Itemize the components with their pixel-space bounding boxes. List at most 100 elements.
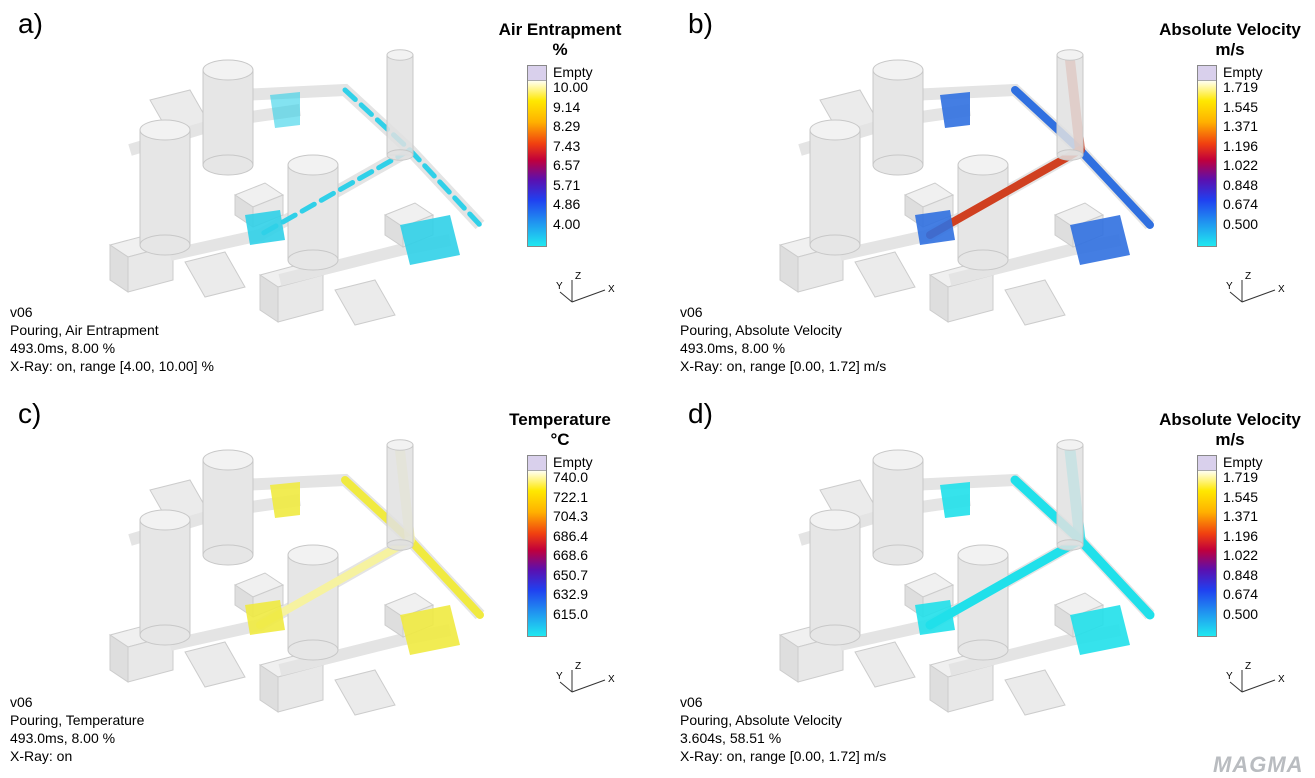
axis-label: Z bbox=[575, 271, 581, 282]
legend-entry: 632.9 bbox=[553, 587, 588, 601]
info-line: v06 bbox=[680, 303, 703, 321]
legend-entry: 1.022 bbox=[1223, 158, 1258, 172]
colorbar bbox=[1197, 455, 1217, 637]
legend-entry: 1.719 bbox=[1223, 80, 1258, 94]
colorbar-empty bbox=[528, 66, 546, 81]
axis-triad bbox=[560, 670, 605, 692]
cylinder bbox=[873, 60, 923, 175]
colorbar bbox=[1197, 65, 1217, 247]
info-line: 493.0ms, 8.00 % bbox=[10, 339, 115, 357]
colorbar bbox=[527, 65, 547, 247]
legend-entry: 0.674 bbox=[1223, 197, 1258, 211]
colorbar-gradient bbox=[528, 471, 546, 636]
axis-label: Y bbox=[556, 281, 563, 292]
cylinder bbox=[810, 120, 860, 255]
legend-entry: 0.848 bbox=[1223, 178, 1258, 192]
info-line: 3.604s, 58.51 % bbox=[680, 729, 781, 747]
legend-entry: 4.86 bbox=[553, 197, 580, 211]
legend-entry: 722.1 bbox=[553, 490, 588, 504]
legend-entry: 0.848 bbox=[1223, 568, 1258, 582]
figure: MAGMA a)Air Entrapment%Empty10.009.148.2… bbox=[0, 0, 1315, 777]
axis-label: Z bbox=[1245, 661, 1251, 672]
info-line: X-Ray: on, range [0.00, 1.72] m/s bbox=[680, 747, 886, 765]
axis-label: Z bbox=[1245, 271, 1251, 282]
ingate bbox=[335, 280, 395, 325]
cylinder bbox=[1057, 440, 1083, 550]
panel-label: b) bbox=[688, 8, 713, 40]
ingate bbox=[185, 642, 245, 687]
axis-triad bbox=[560, 280, 605, 302]
panel-label: a) bbox=[18, 8, 43, 40]
ingate bbox=[855, 252, 915, 297]
cylinder bbox=[1057, 50, 1083, 160]
legend-title: Absolute Velocity bbox=[1140, 410, 1315, 430]
info-line: Pouring, Air Entrapment bbox=[10, 321, 159, 339]
axis-label: X bbox=[608, 674, 615, 685]
legend-entry: 1.196 bbox=[1223, 529, 1258, 543]
axis-label: Y bbox=[556, 671, 563, 682]
cylinder bbox=[140, 120, 190, 255]
info-line: Pouring, Temperature bbox=[10, 711, 144, 729]
cylinder bbox=[140, 510, 190, 645]
legend-entry: 1.022 bbox=[1223, 548, 1258, 562]
legend-entry: 5.71 bbox=[553, 178, 580, 192]
legend-entry: 1.545 bbox=[1223, 100, 1258, 114]
legend-entry: 686.4 bbox=[553, 529, 588, 543]
ingate bbox=[855, 642, 915, 687]
info-line: v06 bbox=[680, 693, 703, 711]
legend-entry: 1.196 bbox=[1223, 139, 1258, 153]
legend-title: Absolute Velocity bbox=[1140, 20, 1315, 40]
info-line: 493.0ms, 8.00 % bbox=[10, 729, 115, 747]
info-line: v06 bbox=[10, 693, 33, 711]
legend-entry: 9.14 bbox=[553, 100, 580, 114]
ingate bbox=[335, 670, 395, 715]
axis-label: X bbox=[1278, 284, 1285, 295]
colorbar-gradient bbox=[528, 81, 546, 246]
legend-entry: 0.500 bbox=[1223, 217, 1258, 231]
cylinder bbox=[387, 440, 413, 550]
info-line: Pouring, Absolute Velocity bbox=[680, 321, 842, 339]
legend-entry: Empty bbox=[1223, 455, 1263, 469]
legend-entry: 740.0 bbox=[553, 470, 588, 484]
legend-entry: 650.7 bbox=[553, 568, 588, 582]
cylinder bbox=[203, 60, 253, 175]
legend-entry: 704.3 bbox=[553, 509, 588, 523]
colorbar-gradient bbox=[1198, 471, 1216, 636]
legend-entry: 615.0 bbox=[553, 607, 588, 621]
legend-entry: 1.371 bbox=[1223, 119, 1258, 133]
colorbar-empty bbox=[1198, 66, 1216, 81]
colorbar bbox=[527, 455, 547, 637]
legend-unit: % bbox=[470, 40, 650, 60]
axis-label: Y bbox=[1226, 671, 1233, 682]
axis-label: Z bbox=[575, 661, 581, 672]
info-line: X-Ray: on bbox=[10, 747, 72, 765]
legend-entry: 1.545 bbox=[1223, 490, 1258, 504]
cylinder bbox=[810, 510, 860, 645]
cylinder bbox=[203, 450, 253, 565]
info-line: v06 bbox=[10, 303, 33, 321]
legend-entry: 10.00 bbox=[553, 80, 588, 94]
ingate bbox=[185, 252, 245, 297]
axis-label: Y bbox=[1226, 281, 1233, 292]
cylinder bbox=[873, 450, 923, 565]
legend-entry: 4.00 bbox=[553, 217, 580, 231]
legend-entry: 1.719 bbox=[1223, 470, 1258, 484]
panel-label: d) bbox=[688, 398, 713, 430]
panel-label: c) bbox=[18, 398, 41, 430]
cylinder bbox=[387, 50, 413, 160]
legend-entry: Empty bbox=[1223, 65, 1263, 79]
ingate bbox=[1005, 280, 1065, 325]
legend-entry: 668.6 bbox=[553, 548, 588, 562]
colorbar-gradient bbox=[1198, 81, 1216, 246]
axis-label: X bbox=[608, 284, 615, 295]
colorbar-empty bbox=[1198, 456, 1216, 471]
legend-unit: °C bbox=[470, 430, 650, 450]
ingate bbox=[1005, 670, 1065, 715]
colorbar-empty bbox=[528, 456, 546, 471]
legend-entry: 0.500 bbox=[1223, 607, 1258, 621]
legend-entry: 7.43 bbox=[553, 139, 580, 153]
